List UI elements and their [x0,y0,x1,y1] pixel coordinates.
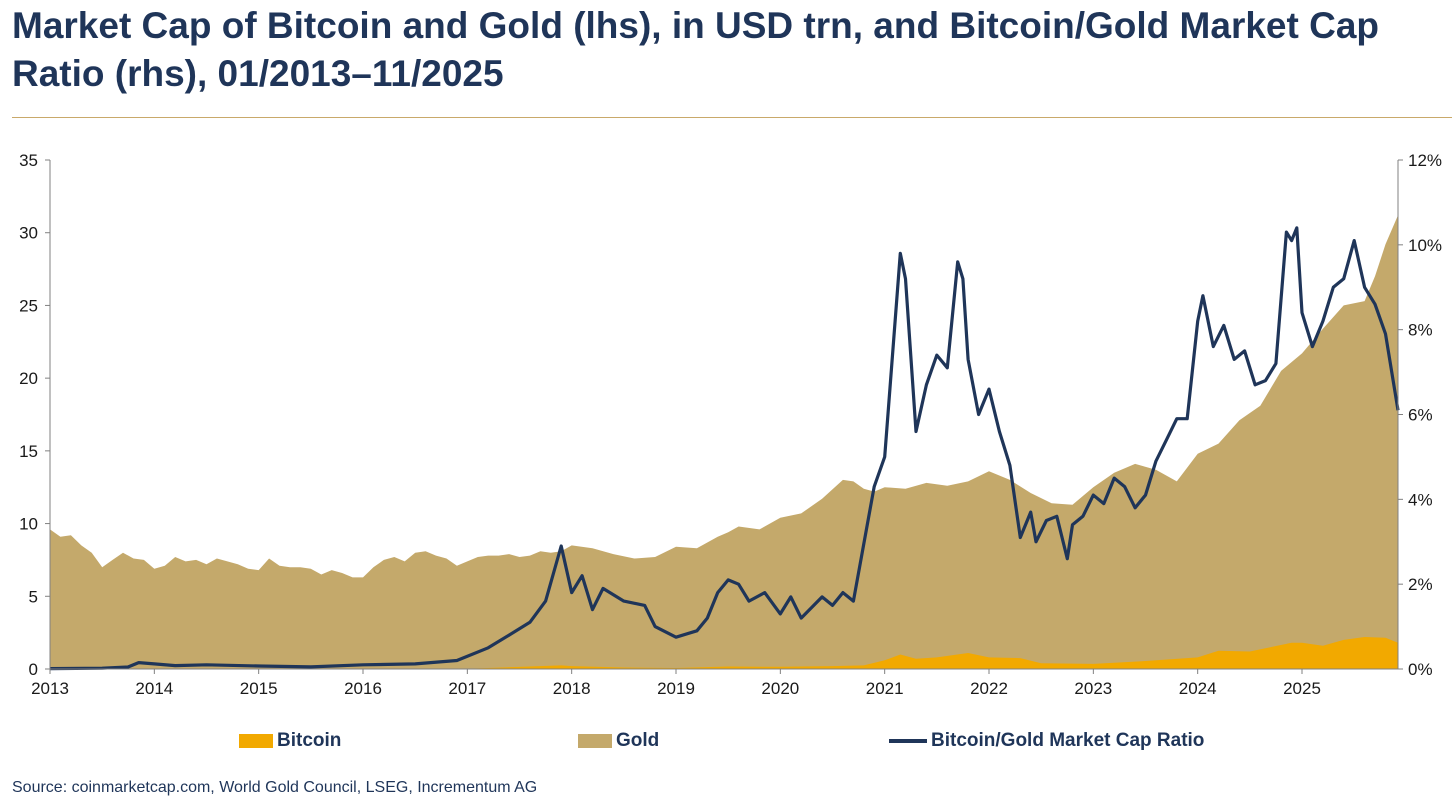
y-right-tick-label: 2% [1408,575,1433,594]
legend-label-bitcoin: Bitcoin [277,730,342,751]
y-right-tick-label: 6% [1408,406,1433,425]
x-tick-label: 2014 [135,679,173,698]
legend-item-gold: Gold [578,730,659,752]
y-left-tick-label: 30 [19,224,38,243]
x-tick-label: 2021 [866,679,904,698]
x-tick-label: 2020 [761,679,799,698]
gold-swatch [578,734,612,748]
title-divider [12,117,1452,118]
ratio-line-layer [49,226,1400,671]
y-right-tick-label: 10% [1408,236,1442,255]
y-left-tick-label: 25 [19,296,38,315]
source-note: Source: coinmarketcap.com, World Gold Co… [12,779,538,796]
x-tick-label: 2024 [1179,679,1217,698]
y-left-tick-label: 15 [19,442,38,461]
y-left-tick-label: 10 [19,515,38,534]
x-tick-label: 2015 [240,679,278,698]
x-tick-label: 2019 [657,679,695,698]
legend-label-gold: Gold [616,730,660,751]
x-tick-label: 2023 [1074,679,1112,698]
legend-label-ratio: Bitcoin/Gold Market Cap Ratio [931,730,1205,751]
y-left-tick-label: 0 [29,660,38,679]
bitcoin-area-layer [50,637,1398,669]
legend-item-bitcoin: Bitcoin [239,730,341,752]
x-tick-label: 2013 [31,679,69,698]
y-right-tick-label: 8% [1408,321,1433,340]
x-tick-label: 2017 [448,679,486,698]
x-tick-label: 2016 [344,679,382,698]
ratio-line [49,226,1400,671]
chart-title: Market Cap of Bitcoin and Gold (lhs), in… [12,5,1380,94]
x-tick-label: 2025 [1283,679,1321,698]
bitcoin-area [50,637,1398,669]
x-tick-label: 2018 [553,679,591,698]
y-right-tick-label: 0% [1408,660,1433,679]
y-right-tick-label: 4% [1408,490,1433,509]
gold-area-layer [50,215,1398,670]
legend: Bitcoin Gold Bitcoin/Gold Market Cap Rat… [0,730,1456,756]
bitcoin-swatch [239,734,273,748]
y-left-tick-label: 5 [29,587,38,606]
y-left-tick-label: 35 [19,151,38,170]
x-tick-label: 2022 [970,679,1008,698]
legend-item-ratio: Bitcoin/Gold Market Cap Ratio [889,730,1204,752]
ratio-swatch [889,739,927,743]
y-left-tick-label: 20 [19,369,38,388]
y-right-tick-label: 12% [1408,151,1442,170]
gold-area [50,215,1398,670]
